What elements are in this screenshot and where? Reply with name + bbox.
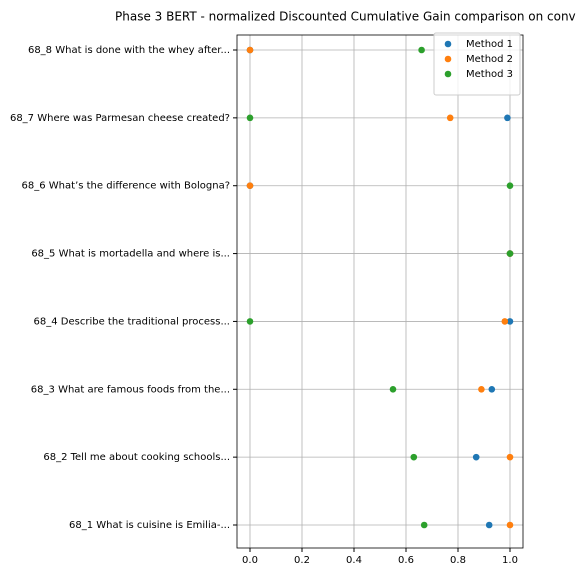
legend-marker [444, 70, 452, 78]
point [478, 385, 485, 393]
legend-marker [444, 55, 452, 63]
point [506, 182, 514, 190]
point [504, 114, 511, 122]
y-tick-label: 68_8 What is done with the whey after... [28, 45, 230, 56]
point [506, 318, 514, 325]
legend-label: Method 2 [466, 54, 513, 65]
y-tick-label: 68_2 Tell me about cooking schools... [43, 452, 230, 463]
y-tick-label: 68_5 What is mortadella and where is... [31, 249, 230, 260]
plot-frame [236, 34, 524, 549]
point [246, 114, 254, 122]
point [485, 521, 493, 529]
x-tick-label: 0.0 [242, 555, 258, 566]
point [420, 521, 428, 529]
point [472, 453, 480, 461]
y-tick-label: 68_3 What are famous foods from the... [31, 384, 230, 395]
x-tick-label: 0.2 [294, 555, 310, 566]
point [246, 182, 254, 190]
legend-label: Method 3 [466, 69, 513, 80]
point [410, 453, 418, 461]
legend-marker [444, 40, 452, 48]
y-tick-label: 68_4 Describe the traditional process... [34, 316, 230, 327]
chart-title: Phase 3 BERT - normalized Discounted Cum… [115, 10, 576, 24]
x-tick-label: 1.0 [502, 555, 518, 566]
point [506, 250, 514, 257]
point [488, 385, 496, 393]
legend-label: Method 1 [466, 39, 513, 50]
point [418, 46, 425, 54]
y-tick-label: 68_7 Where was Parmesan cheese created? [10, 113, 230, 124]
point [446, 114, 454, 122]
y-tick-label: 68_1 What is cuisine is Emilia-... [69, 520, 230, 531]
legend-box [433, 32, 521, 96]
point [501, 318, 509, 325]
y-tick-label: 68_6 What’s the difference with Bologna? [22, 181, 230, 192]
x-tick-label: 0.4 [346, 555, 362, 566]
point [246, 46, 254, 54]
point [506, 453, 514, 461]
point [246, 318, 254, 325]
point [389, 385, 397, 393]
x-tick-label: 0.6 [398, 555, 414, 566]
x-tick-label: 0.8 [450, 555, 466, 566]
point [506, 521, 514, 529]
